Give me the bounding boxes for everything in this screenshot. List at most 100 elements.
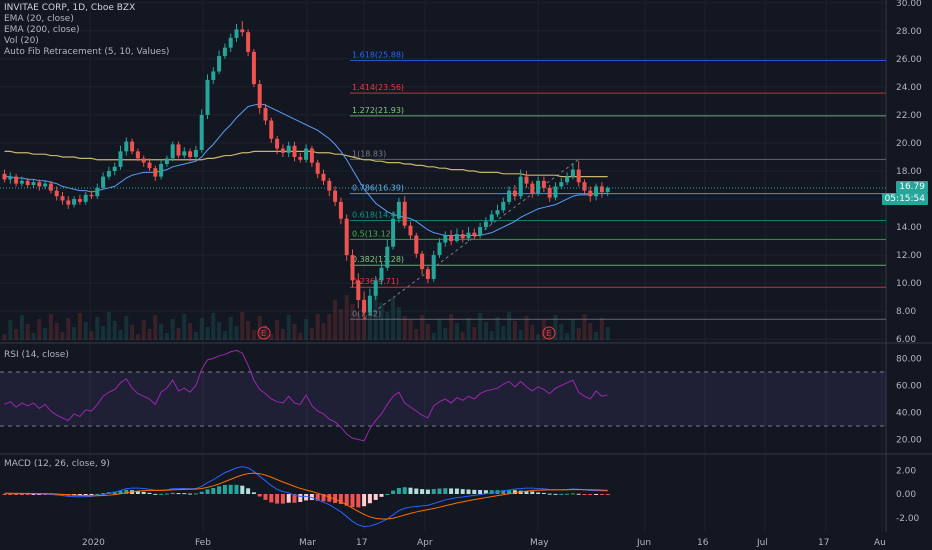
volume-bar <box>373 294 378 340</box>
volume-bar <box>228 317 233 340</box>
volume-bar <box>159 324 164 340</box>
time-axis-tick: Au <box>874 538 886 548</box>
volume-bar <box>570 319 575 340</box>
macd-histogram-bar <box>599 494 604 495</box>
volume-bar <box>251 330 256 340</box>
last-price-tag: 16.79 <box>896 181 928 193</box>
candle-body <box>95 187 100 197</box>
volume-bar <box>483 322 488 340</box>
macd-histogram-bar <box>269 494 274 503</box>
macd-histogram-bar <box>547 493 552 495</box>
volume-bar <box>112 321 117 340</box>
candle-body <box>483 221 488 228</box>
volume-bar <box>292 324 297 340</box>
macd-histogram-bar <box>153 493 158 495</box>
macd-histogram-bar <box>588 494 593 495</box>
volume-bar <box>234 326 239 340</box>
volume-bar <box>176 328 181 340</box>
macd-histogram-bar <box>176 493 181 495</box>
fib-level-label: 0(7.42) <box>352 309 381 318</box>
time-axis-tick: May <box>530 538 549 548</box>
candle-body <box>356 280 361 300</box>
candle-body <box>54 190 59 197</box>
volume-bar <box>211 313 216 340</box>
macd-histogram-bar <box>315 494 320 501</box>
volume-bar <box>222 331 227 340</box>
rsi-panel-label[interactable]: RSI (14, close) <box>4 350 69 360</box>
macd-histogram-bar <box>304 494 309 501</box>
candle-body <box>48 183 53 191</box>
candle-body <box>222 47 227 57</box>
volume-bar <box>217 322 222 340</box>
price-axis-tick: 12.00 <box>896 251 922 261</box>
volume-bar <box>565 333 570 340</box>
candle-body <box>518 176 523 197</box>
candle-body <box>188 151 193 157</box>
candle-body <box>25 180 30 186</box>
candle-body <box>396 201 401 219</box>
candle-body <box>19 180 24 184</box>
candle-body <box>547 187 552 198</box>
candle-body <box>367 295 372 313</box>
macd-histogram-bar <box>524 490 529 494</box>
volume-bar <box>553 315 558 340</box>
candle-body <box>14 176 19 184</box>
macd-histogram-bar <box>391 490 396 494</box>
volume-bar <box>431 333 436 340</box>
macd-histogram-bar <box>234 484 239 494</box>
candle-body <box>286 145 291 153</box>
fib-level-label: 1.272(21.93) <box>352 106 404 115</box>
macd-histogram-bar <box>576 493 581 495</box>
volume-bar <box>8 320 13 340</box>
volume-bar <box>66 318 71 340</box>
macd-histogram-bar <box>222 484 227 494</box>
volume-bar <box>240 312 245 340</box>
candle-body <box>472 232 477 236</box>
candle-body <box>443 235 448 243</box>
macd-axis-tick: -2.00 <box>896 514 920 524</box>
macd-histogram-bar <box>135 490 140 494</box>
candle-body <box>118 151 123 167</box>
candle-body <box>454 234 459 242</box>
macd-line <box>4 466 608 528</box>
volume-bar <box>425 324 430 340</box>
macd-histogram-bar <box>396 487 401 494</box>
macd-histogram-bar <box>205 489 210 494</box>
macd-histogram-bar <box>536 492 541 494</box>
price-axis-tick: 10.00 <box>896 279 922 289</box>
volume-bar <box>559 324 564 340</box>
macd-histogram-bar <box>95 493 100 495</box>
candle-body <box>350 255 355 281</box>
macd-histogram-bar <box>472 489 477 494</box>
macd-panel-label[interactable]: MACD (12, 26, close, 9) <box>4 459 110 469</box>
macd-histogram-bar <box>425 489 430 494</box>
macd-histogram-bar <box>350 494 355 508</box>
candle-body <box>536 180 541 194</box>
candle-body <box>437 242 442 256</box>
macd-histogram-bar <box>530 491 535 494</box>
macd-histogram-bar <box>443 488 448 494</box>
volume-bar <box>588 323 593 340</box>
candle-body <box>130 141 135 152</box>
study-volume-label[interactable]: Vol (20) <box>4 36 39 46</box>
study-fib-label[interactable]: Auto Fib Retracement (5, 10, Values) <box>4 47 170 57</box>
volume-bar <box>333 300 338 340</box>
volume-bar <box>101 326 106 340</box>
macd-histogram-bar <box>333 494 338 504</box>
macd-histogram-bar <box>402 487 407 494</box>
volume-bar <box>536 334 541 340</box>
macd-histogram-bar <box>512 490 517 494</box>
macd-axis-tick: 2.00 <box>896 466 916 476</box>
volume-bar <box>449 314 454 340</box>
candle-body <box>391 218 396 247</box>
macd-histogram-bar <box>321 494 326 502</box>
volume-bar <box>495 317 500 340</box>
volume-bar <box>460 332 465 340</box>
volume-bar <box>379 303 384 340</box>
volume-bar <box>83 322 88 340</box>
macd-histogram-bar <box>251 492 256 494</box>
study-ema200-label[interactable]: EMA (200, close) <box>4 25 80 35</box>
study-ema20-label[interactable]: EMA (20, close) <box>4 14 74 24</box>
candle-body <box>501 201 506 211</box>
